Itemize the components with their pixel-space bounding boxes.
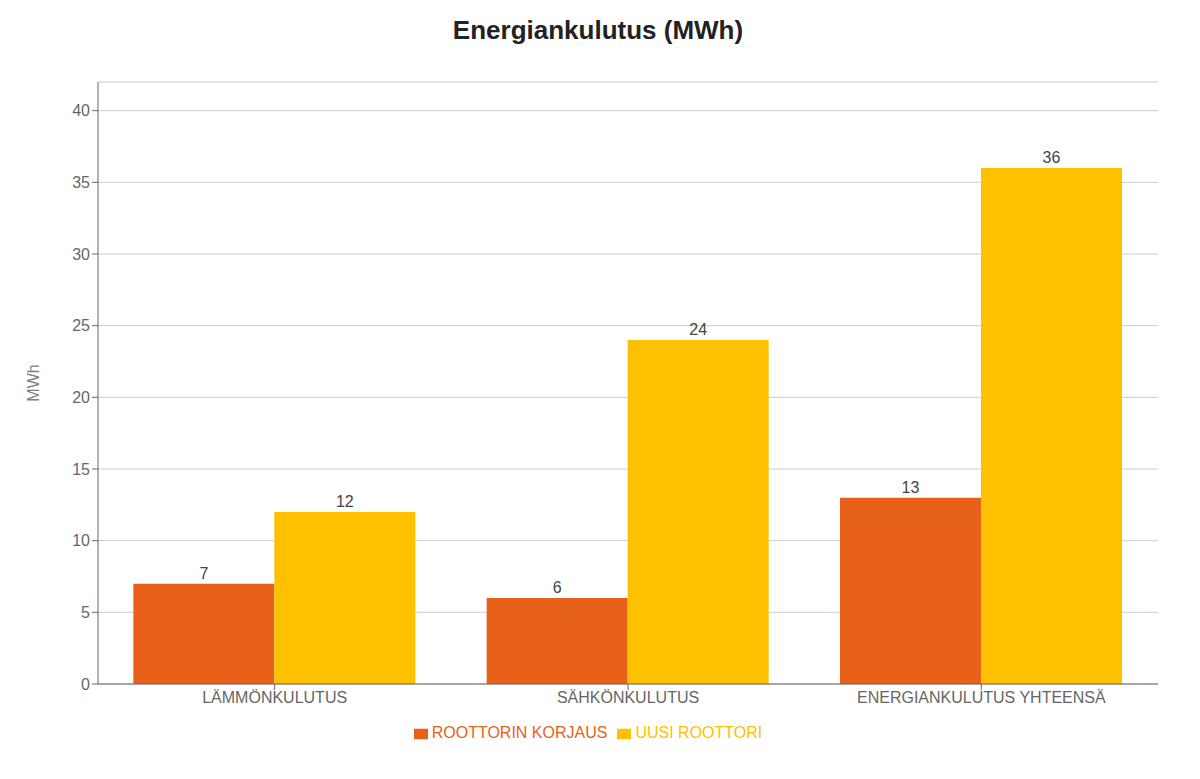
svg-text:SÄHKÖNKULUTUS: SÄHKÖNKULUTUS [557, 689, 699, 706]
html-text:ROOTTORIN KORJAUS: ROOTTORIN KORJAUS [431, 724, 608, 741]
svg-text:LÄMMÖNKULUTUS: LÄMMÖNKULUTUS [202, 689, 347, 706]
svg-text:ENERGIANKULUTUS YHTEENSÄ: ENERGIANKULUTUS YHTEENSÄ [857, 689, 1106, 706]
svg-text:15: 15 [72, 461, 90, 478]
svg-text:24: 24 [689, 321, 707, 338]
svg-text:25: 25 [72, 317, 90, 334]
svg-text:5: 5 [81, 604, 90, 621]
html-text:Energiankulutus (MWh): Energiankulutus (MWh) [452, 15, 744, 45]
svg-text:20: 20 [72, 389, 90, 406]
svg-text:0: 0 [81, 676, 90, 693]
svg-text:36: 36 [1043, 149, 1061, 166]
svg-text:13: 13 [902, 479, 920, 496]
svg-text:7: 7 [199, 565, 208, 582]
html-text:UUSI ROOTTORI: UUSI ROOTTORI [635, 724, 763, 741]
svg-text:40: 40 [72, 102, 90, 119]
svg-text:12: 12 [336, 493, 354, 510]
svg-text:6: 6 [553, 579, 562, 596]
svg-text:30: 30 [72, 246, 90, 263]
svg-text:35: 35 [72, 174, 90, 191]
svg-text:10: 10 [72, 532, 90, 549]
svg-text:MWh: MWh [25, 364, 42, 401]
